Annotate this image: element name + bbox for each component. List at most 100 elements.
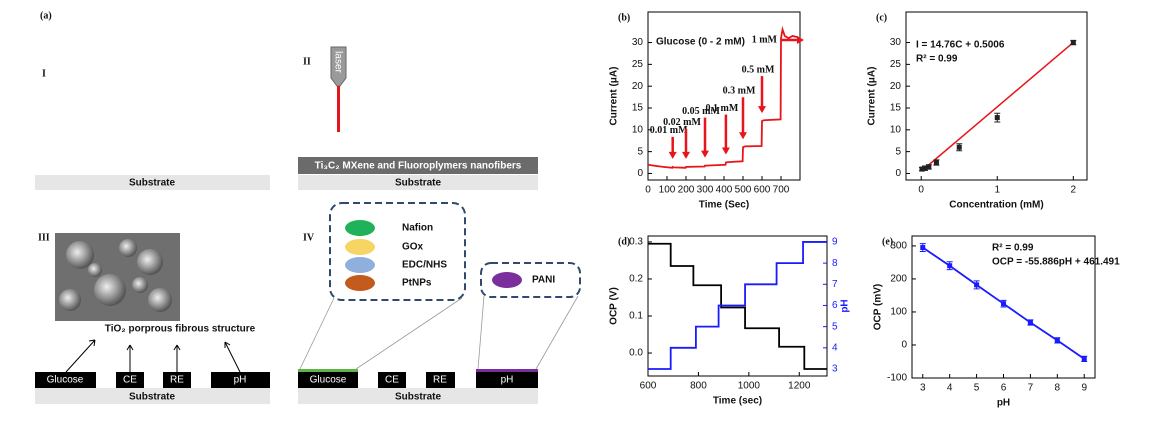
substrate-label: Substrate — [129, 178, 176, 189]
substrate — [298, 388, 538, 404]
y-axis-label: Current (μA) — [609, 67, 620, 126]
y-tick-label: 0.0 — [629, 348, 643, 359]
x-tick-label: 0 — [645, 185, 651, 196]
x-tick-label: 600 — [640, 381, 657, 392]
y-tick-label: 25 — [632, 59, 644, 70]
x-tick-label: 7 — [1028, 383, 1034, 394]
x-tick-label: 700 — [773, 185, 790, 196]
reagent-label: PtNPs — [402, 278, 432, 289]
x-axis-label: Time (sec) — [713, 396, 762, 407]
y2-axis-label: pH — [840, 299, 851, 312]
electrode-label: CE — [123, 375, 137, 386]
equation-note: R² = 0.99 — [992, 243, 1034, 254]
y2-tick-label: 6 — [832, 300, 838, 311]
x-axis-label: Concentration (mM) — [949, 200, 1043, 211]
section-label: I — [42, 68, 46, 79]
mxene-label: Ti₃C₂ MXene and Fluoroplymers nanofibers — [315, 161, 522, 172]
x-tick-label: 3 — [920, 383, 926, 394]
x-axis-label: Time (Sec) — [699, 200, 749, 211]
x-tick-label: 300 — [697, 185, 714, 196]
arrow-head — [758, 106, 766, 114]
plot-frame — [647, 235, 828, 377]
data-point — [1054, 337, 1060, 343]
chart-title: Glucose (0 - 2 mM) — [656, 37, 745, 48]
y2-tick-label: 4 — [832, 342, 838, 353]
y-tick-label: 15 — [632, 103, 644, 114]
equation-note: R² = 0.99 — [916, 54, 958, 65]
sem-image — [55, 233, 180, 321]
plot-frame — [905, 11, 1088, 181]
electrode-label: Glucose — [310, 375, 347, 386]
y-tick-label: 0.1 — [629, 311, 643, 322]
x-tick-label: 100 — [659, 185, 676, 196]
data-point — [922, 165, 928, 171]
x-tick-label: 5 — [974, 383, 980, 394]
tio2-label: TiO₂ porprous fibrous structure — [105, 324, 256, 335]
x-tick-label: 1 — [994, 185, 1000, 196]
arrow-head — [739, 132, 747, 140]
y-tick-label: 0 — [895, 168, 901, 179]
x-tick-label: 1000 — [738, 381, 761, 392]
arrow-head — [701, 150, 709, 158]
y2-tick-label: 7 — [832, 279, 838, 290]
data-point — [1081, 356, 1087, 362]
y-tick-label: 0 — [637, 168, 643, 179]
laser-label: laser — [332, 51, 343, 73]
electrodes-left: Glucose CE RE pH — [35, 372, 270, 388]
annotation-label: 0.01 mM — [650, 125, 688, 136]
y-tick-label: -100 — [887, 373, 907, 384]
section-label: III — [38, 232, 50, 243]
electrode-label: CE — [385, 375, 399, 386]
data-point — [974, 282, 980, 288]
ph-layer-label: PANI — [532, 275, 555, 286]
y-tick-label: 30 — [632, 37, 644, 48]
data-point — [919, 166, 925, 172]
arrow-head — [721, 147, 730, 155]
ph-layer-box: PANI — [477, 262, 581, 370]
y-axis-label: OCP (mV) — [873, 284, 884, 331]
pointer-arrows — [65, 339, 241, 373]
x-tick-label: 2 — [1071, 185, 1077, 196]
substrate — [35, 388, 270, 404]
data-point — [1070, 40, 1076, 46]
y-tick-label: 5 — [895, 146, 901, 157]
arrow-head — [797, 36, 804, 44]
y-tick-label: 20 — [890, 81, 902, 92]
data-line — [648, 242, 827, 370]
arrow-head — [682, 151, 690, 159]
x-tick-label: 6 — [1001, 383, 1007, 394]
x-tick-label: 8 — [1055, 383, 1061, 394]
y-tick-label: 5 — [637, 146, 643, 157]
x-axis-label: pH — [997, 398, 1010, 409]
data-point — [947, 263, 953, 269]
substrate — [298, 175, 538, 190]
x-tick-label: 1200 — [788, 381, 811, 392]
electrode-label: RE — [433, 375, 447, 386]
annotation-label: 0.02 mM — [663, 117, 701, 128]
electrode-label: pH — [234, 375, 247, 386]
electrode-label: pH — [501, 375, 514, 386]
y2-tick-label: 8 — [832, 258, 838, 269]
reagent-label: EDC/NHS — [402, 260, 447, 271]
reagent-label: GOx — [402, 242, 424, 253]
y-tick-label: 300 — [890, 241, 907, 252]
y2-tick-label: 5 — [832, 321, 838, 332]
annotation-label: 0.1 mM — [706, 103, 739, 114]
panel-label: (b) — [618, 12, 630, 23]
substrate-label: Substrate — [395, 392, 442, 403]
y-tick-label: 0.2 — [629, 274, 643, 285]
y-axis-label: Current (μA) — [867, 67, 878, 126]
y-tick-label: 100 — [890, 307, 907, 318]
panel-label: (d) — [618, 236, 630, 247]
panel-label: (c) — [876, 12, 887, 23]
glucose-layer-box: Nafion GOx EDC/NHS PtNPs — [299, 202, 466, 370]
data-line — [647, 25, 799, 169]
x-tick-label: 400 — [716, 185, 733, 196]
data-point — [1027, 320, 1033, 326]
y-tick-label: 25 — [890, 59, 902, 70]
y-tick-label: 15 — [890, 103, 902, 114]
electrode-label: RE — [170, 375, 184, 386]
x-tick-label: 0 — [918, 185, 924, 196]
data-point — [933, 160, 939, 166]
